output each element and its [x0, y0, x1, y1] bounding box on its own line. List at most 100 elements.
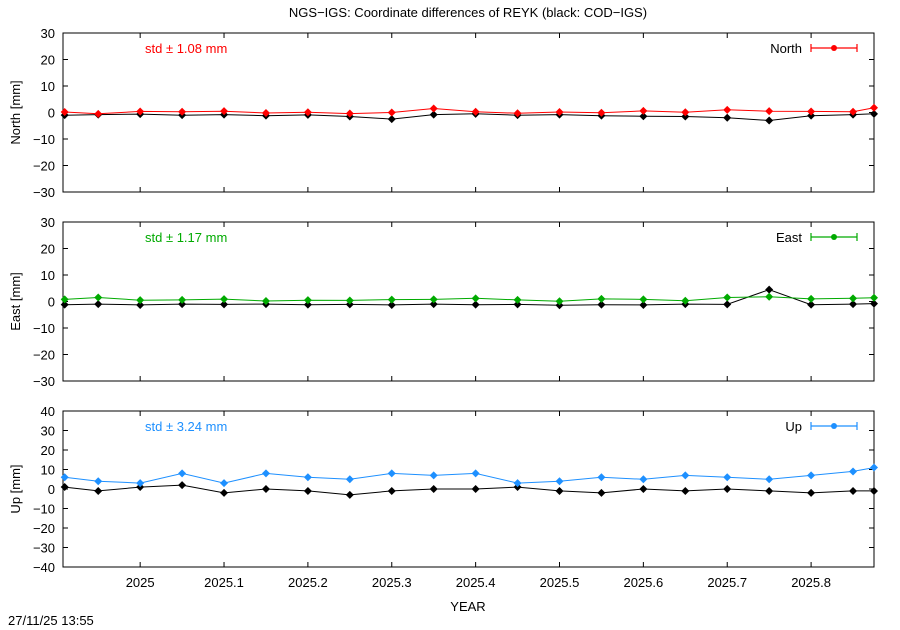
x-tick-label: 2025.1 [204, 575, 244, 590]
series-line [64, 113, 875, 122]
y-tick-label: 0 [48, 482, 55, 497]
data-point [555, 297, 564, 306]
data-point [723, 300, 732, 309]
data-point [597, 108, 606, 117]
data-point [639, 112, 648, 121]
y-tick-label: 30 [41, 424, 55, 439]
x-axis-label: YEAR [450, 599, 485, 614]
data-point [94, 486, 103, 495]
y-tick-label: −10 [33, 502, 55, 517]
data-point [597, 300, 606, 309]
data-point [597, 488, 606, 497]
x-tick-label: 2025.3 [372, 575, 412, 590]
y-tick-label: −10 [33, 321, 55, 336]
y-tick-label: −10 [33, 132, 55, 147]
data-point [807, 111, 816, 120]
data-point [849, 486, 858, 495]
data-point [681, 471, 690, 480]
data-point [136, 107, 145, 116]
data-point [94, 109, 103, 118]
data-point [597, 473, 606, 482]
data-point [178, 107, 187, 116]
data-point [387, 115, 396, 124]
data-point [345, 296, 354, 305]
y-tick-label: −20 [33, 159, 55, 174]
data-point [849, 107, 858, 116]
data-point [765, 116, 774, 125]
data-point [471, 485, 480, 493]
data-point [387, 486, 396, 495]
data-point [513, 295, 522, 304]
y-tick-label: 10 [41, 268, 55, 283]
data-point [94, 477, 103, 486]
data-point [261, 296, 270, 305]
data-point [261, 485, 270, 493]
data-point [261, 109, 270, 118]
data-point [555, 107, 564, 116]
data-point [639, 106, 648, 115]
data-point [807, 300, 816, 309]
data-point [513, 300, 522, 309]
x-tick-label: 2025.8 [791, 575, 831, 590]
data-point [178, 295, 187, 304]
data-point [513, 109, 522, 118]
data-point [136, 479, 145, 488]
data-point [429, 104, 438, 113]
data-point [681, 296, 690, 305]
data-point [765, 292, 774, 301]
data-point [220, 479, 229, 488]
x-tick-label: 2025.4 [456, 575, 496, 590]
y-tick-label: −30 [33, 541, 55, 556]
data-point [870, 463, 878, 472]
x-tick-label: 2025.5 [540, 575, 580, 590]
data-point [60, 300, 69, 309]
y-tick-label: −20 [33, 521, 55, 536]
data-point [870, 103, 878, 112]
data-point [387, 295, 396, 304]
data-point [220, 300, 229, 309]
data-point [303, 473, 312, 482]
data-point [849, 300, 858, 309]
legend-label: East [776, 230, 802, 245]
data-point [429, 110, 438, 119]
legend-marker [831, 234, 837, 240]
legend-label: North [770, 41, 802, 56]
data-point [870, 109, 878, 118]
data-point [555, 486, 564, 495]
data-point [471, 300, 480, 309]
timestamp: 27/11/25 13:55 [8, 613, 94, 628]
y-tick-label: 0 [48, 295, 55, 310]
data-point [178, 469, 187, 478]
series-line [64, 296, 875, 302]
data-point [849, 294, 858, 303]
x-tick-label: 2025 [126, 575, 155, 590]
data-point [681, 486, 690, 495]
std-label: std ± 3.24 mm [145, 419, 227, 434]
y-tick-label: 40 [41, 404, 55, 419]
data-point [178, 300, 187, 309]
x-tick-label: 2025.2 [288, 575, 328, 590]
y-axis-label: East [mm] [8, 272, 23, 331]
data-point [220, 107, 229, 116]
data-point [639, 300, 648, 309]
data-point [555, 477, 564, 486]
y-tick-label: −40 [33, 560, 55, 575]
data-point [303, 108, 312, 117]
plot-frame [62, 221, 875, 382]
series-line [64, 107, 875, 115]
y-tick-label: 30 [41, 215, 55, 230]
data-point [94, 293, 103, 302]
data-point [870, 293, 878, 302]
data-point [513, 479, 522, 488]
y-tick-label: −20 [33, 348, 55, 363]
series-line [64, 484, 874, 496]
data-point [849, 467, 858, 476]
data-point [345, 109, 354, 118]
data-point [471, 107, 480, 116]
data-point [387, 469, 396, 478]
y-tick-label: 10 [41, 463, 55, 478]
data-point [136, 296, 145, 305]
data-point [765, 107, 774, 116]
std-label: std ± 1.17 mm [145, 230, 227, 245]
